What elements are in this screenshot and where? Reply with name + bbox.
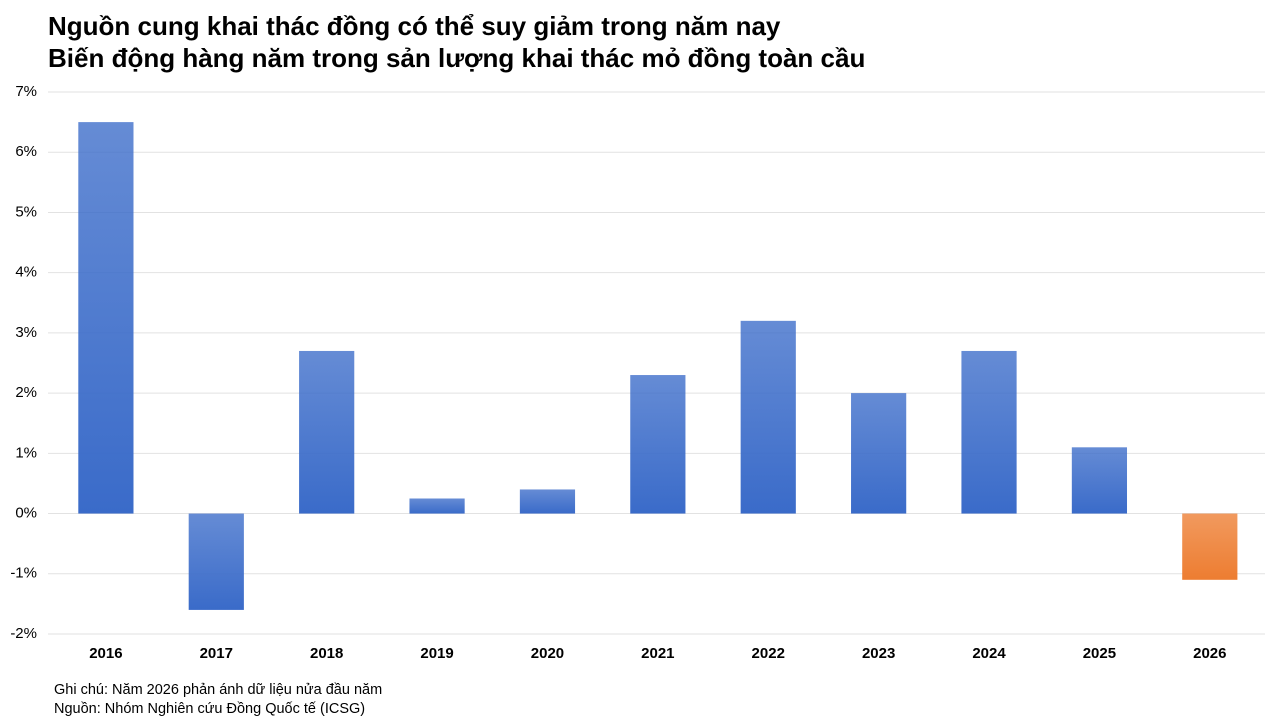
bar bbox=[851, 393, 907, 514]
y-tick-label: 5% bbox=[15, 203, 37, 220]
bar bbox=[188, 513, 244, 610]
y-tick-label: -1% bbox=[10, 565, 37, 582]
y-tick-label: 0% bbox=[15, 505, 37, 522]
bar bbox=[78, 122, 134, 514]
bar bbox=[519, 489, 576, 514]
bar bbox=[961, 350, 1017, 514]
y-tick-label: 2% bbox=[15, 384, 37, 401]
x-tick-label: 2026 bbox=[1193, 645, 1226, 662]
bar bbox=[630, 375, 686, 514]
chart-subtitle: Biến động hàng năm trong sản lượng khai … bbox=[48, 43, 865, 73]
x-tick-label: 2017 bbox=[200, 645, 233, 662]
x-tick-label: 2020 bbox=[531, 645, 564, 662]
y-tick-label: 1% bbox=[15, 444, 37, 461]
x-tick-label: 2025 bbox=[1083, 645, 1116, 662]
y-tick-label: 6% bbox=[15, 143, 37, 160]
x-tick-label: 2024 bbox=[972, 645, 1006, 662]
bar bbox=[409, 498, 465, 514]
footnote: Nguồn: Nhóm Nghiên cứu Đồng Quốc tế (ICS… bbox=[54, 701, 365, 717]
x-tick-label: 2023 bbox=[862, 645, 895, 662]
x-tick-label: 2019 bbox=[420, 645, 453, 662]
bar bbox=[740, 320, 796, 514]
bar bbox=[299, 350, 355, 514]
y-tick-label: -2% bbox=[10, 625, 37, 642]
chart-title: Nguồn cung khai thác đồng có thể suy giả… bbox=[48, 11, 781, 41]
x-tick-label: 2021 bbox=[641, 645, 674, 662]
y-tick-label: 4% bbox=[15, 264, 37, 281]
x-tick-label: 2018 bbox=[310, 645, 343, 662]
x-tick-label: 2016 bbox=[89, 645, 122, 662]
bar bbox=[1071, 447, 1128, 514]
footnote: Ghi chú: Năm 2026 phản ánh dữ liệu nửa đ… bbox=[54, 682, 382, 698]
bar bbox=[1182, 513, 1238, 580]
y-tick-label: 7% bbox=[15, 83, 37, 100]
y-tick-label: 3% bbox=[15, 324, 37, 341]
x-tick-label: 2022 bbox=[752, 645, 785, 662]
